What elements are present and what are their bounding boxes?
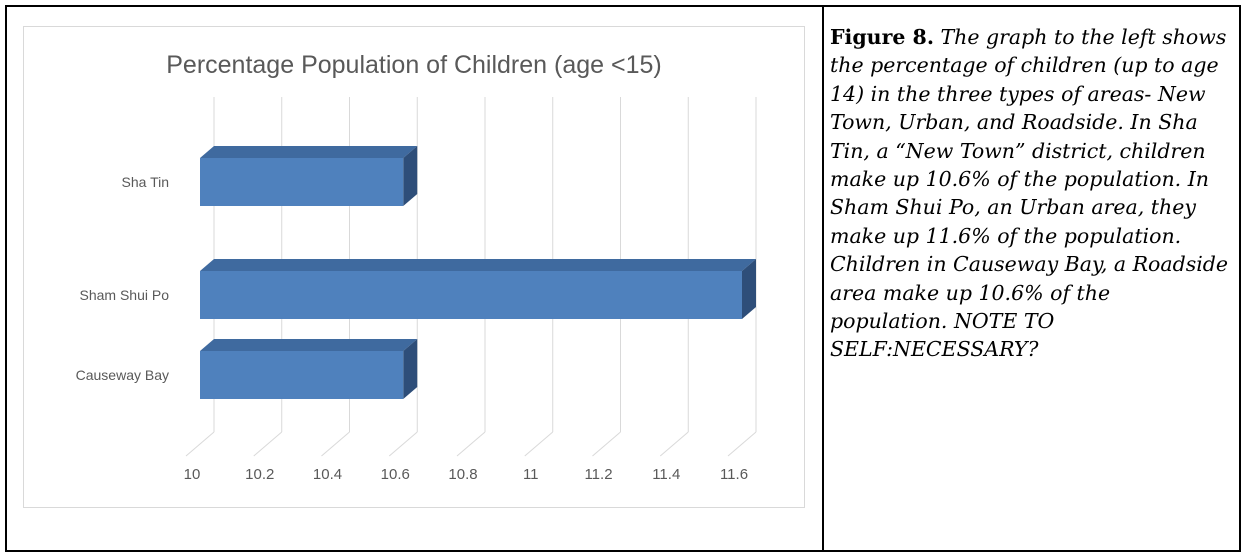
x-tick-label: 11.2 [584, 466, 612, 483]
category-label: Sha Tin [122, 174, 169, 190]
bar-side-face [742, 259, 756, 319]
x-tick-label: 11 [523, 466, 539, 483]
bar-side-face [403, 146, 418, 206]
chart-title: Percentage Population of Children (age <… [166, 51, 662, 79]
chart-plot: 10 10.2 10.4 10.6 10.8 11 11.2 11.4 11.6 Sha Tin S… [76, 97, 757, 483]
category-label: Sham Shui Po [80, 287, 170, 303]
x-tick-label: 10.6 [381, 466, 410, 483]
bar-top-face [200, 339, 418, 351]
floor-gridline [727, 431, 757, 457]
x-tick-label: 11.4 [652, 466, 680, 483]
floor-gridline [659, 431, 689, 457]
x-tick-label: 10.8 [448, 466, 477, 483]
floor-gridline [253, 431, 283, 457]
floor-gridline [185, 431, 215, 457]
document-table [5, 5, 1241, 552]
floor-gridline [388, 431, 418, 457]
x-tick-label: 10 [184, 466, 201, 483]
bar [200, 271, 742, 319]
caption-text: The graph to the left shows the percenta… [830, 25, 1229, 362]
table-divider [822, 5, 824, 552]
bar-top-face [200, 146, 418, 158]
x-tick-label: 11.6 [720, 466, 748, 483]
bar [200, 351, 404, 399]
x-tick-label: 10.4 [313, 466, 342, 483]
floor-gridline [321, 431, 350, 457]
bar-top-face [200, 259, 756, 271]
x-tick-label: 10.2 [245, 466, 274, 483]
figure-caption: Figure 8. The graph to the left shows th… [830, 23, 1230, 364]
caption-label: Figure 8. [830, 25, 934, 49]
bar [200, 158, 404, 206]
chart-area: Percentage Population of Children (age <… [23, 26, 805, 508]
category-label: Causeway Bay [76, 367, 169, 383]
floor-gridline [592, 431, 621, 457]
floor-gridline [456, 431, 486, 457]
bar-side-face [403, 339, 418, 399]
floor-gridline [524, 431, 554, 457]
